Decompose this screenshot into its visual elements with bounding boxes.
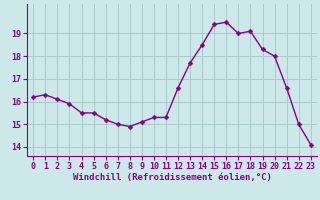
X-axis label: Windchill (Refroidissement éolien,°C): Windchill (Refroidissement éolien,°C) (73, 173, 271, 182)
